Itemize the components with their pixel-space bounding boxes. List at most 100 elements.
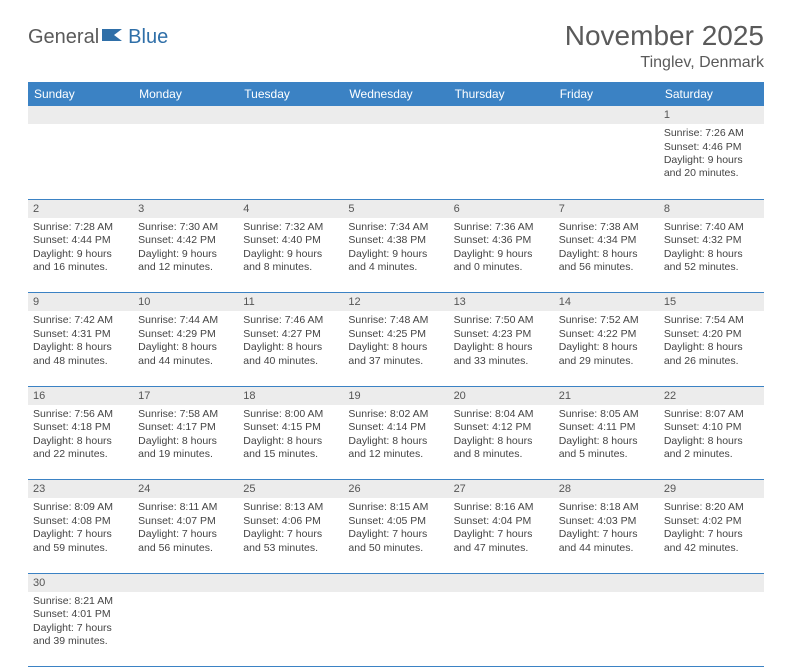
day-cell: Sunrise: 8:02 AMSunset: 4:14 PMDaylight:…	[343, 405, 448, 480]
day-cell	[28, 124, 133, 199]
daylight-text: Daylight: 8 hours and 15 minutes.	[243, 435, 338, 462]
day-number: 27	[449, 480, 554, 499]
sunset-text: Sunset: 4:14 PM	[348, 421, 443, 434]
daylight-text: Daylight: 8 hours and 52 minutes.	[664, 248, 759, 275]
sunrise-text: Sunrise: 8:04 AM	[454, 408, 549, 421]
daylight-text: Daylight: 8 hours and 22 minutes.	[33, 435, 128, 462]
day-cell: Sunrise: 8:13 AMSunset: 4:06 PMDaylight:…	[238, 498, 343, 573]
sunrise-text: Sunrise: 7:58 AM	[138, 408, 233, 421]
sunrise-text: Sunrise: 7:50 AM	[454, 314, 549, 327]
day-number	[238, 573, 343, 592]
daylight-text: Daylight: 8 hours and 56 minutes.	[559, 248, 654, 275]
day-number: 6	[449, 199, 554, 218]
sunrise-text: Sunrise: 8:16 AM	[454, 501, 549, 514]
week-row: Sunrise: 7:56 AMSunset: 4:18 PMDaylight:…	[28, 405, 764, 480]
week-row: Sunrise: 7:26 AMSunset: 4:46 PMDaylight:…	[28, 124, 764, 199]
daylight-text: Daylight: 7 hours and 47 minutes.	[454, 528, 549, 555]
day-number: 21	[554, 386, 659, 405]
day-cell: Sunrise: 7:44 AMSunset: 4:29 PMDaylight:…	[133, 311, 238, 386]
sunrise-text: Sunrise: 8:00 AM	[243, 408, 338, 421]
day-number: 3	[133, 199, 238, 218]
day-cell	[238, 592, 343, 667]
daylight-text: Daylight: 9 hours and 0 minutes.	[454, 248, 549, 275]
sunset-text: Sunset: 4:08 PM	[33, 515, 128, 528]
day-cell: Sunrise: 7:58 AMSunset: 4:17 PMDaylight:…	[133, 405, 238, 480]
sunset-text: Sunset: 4:03 PM	[559, 515, 654, 528]
day-number: 17	[133, 386, 238, 405]
sunset-text: Sunset: 4:02 PM	[664, 515, 759, 528]
day-cell	[659, 592, 764, 667]
day-number-row: 2345678	[28, 199, 764, 218]
day-cell: Sunrise: 7:46 AMSunset: 4:27 PMDaylight:…	[238, 311, 343, 386]
sunset-text: Sunset: 4:11 PM	[559, 421, 654, 434]
day-number	[554, 106, 659, 124]
day-number	[133, 573, 238, 592]
daylight-text: Daylight: 8 hours and 40 minutes.	[243, 341, 338, 368]
day-header: Tuesday	[238, 82, 343, 106]
daylight-text: Daylight: 8 hours and 26 minutes.	[664, 341, 759, 368]
day-number: 7	[554, 199, 659, 218]
sunrise-text: Sunrise: 7:40 AM	[664, 221, 759, 234]
sunrise-text: Sunrise: 7:54 AM	[664, 314, 759, 327]
sunset-text: Sunset: 4:38 PM	[348, 234, 443, 247]
sunset-text: Sunset: 4:44 PM	[33, 234, 128, 247]
day-number: 13	[449, 293, 554, 312]
day-cell	[343, 124, 448, 199]
daylight-text: Daylight: 8 hours and 29 minutes.	[559, 341, 654, 368]
sunset-text: Sunset: 4:15 PM	[243, 421, 338, 434]
daylight-text: Daylight: 8 hours and 19 minutes.	[138, 435, 233, 462]
day-header-row: SundayMondayTuesdayWednesdayThursdayFrid…	[28, 82, 764, 106]
day-cell: Sunrise: 7:32 AMSunset: 4:40 PMDaylight:…	[238, 218, 343, 293]
sunset-text: Sunset: 4:06 PM	[243, 515, 338, 528]
sunset-text: Sunset: 4:31 PM	[33, 328, 128, 341]
day-cell: Sunrise: 7:38 AMSunset: 4:34 PMDaylight:…	[554, 218, 659, 293]
day-number	[28, 106, 133, 124]
day-cell: Sunrise: 8:16 AMSunset: 4:04 PMDaylight:…	[449, 498, 554, 573]
calendar-table: SundayMondayTuesdayWednesdayThursdayFrid…	[28, 82, 764, 667]
sunrise-text: Sunrise: 8:02 AM	[348, 408, 443, 421]
daylight-text: Daylight: 8 hours and 2 minutes.	[664, 435, 759, 462]
day-cell: Sunrise: 7:56 AMSunset: 4:18 PMDaylight:…	[28, 405, 133, 480]
sunset-text: Sunset: 4:04 PM	[454, 515, 549, 528]
day-number: 26	[343, 480, 448, 499]
sunset-text: Sunset: 4:10 PM	[664, 421, 759, 434]
flag-icon	[102, 27, 124, 48]
sunrise-text: Sunrise: 7:44 AM	[138, 314, 233, 327]
sunset-text: Sunset: 4:27 PM	[243, 328, 338, 341]
day-cell: Sunrise: 7:40 AMSunset: 4:32 PMDaylight:…	[659, 218, 764, 293]
sunrise-text: Sunrise: 8:20 AM	[664, 501, 759, 514]
day-header: Saturday	[659, 82, 764, 106]
day-number	[238, 106, 343, 124]
sunset-text: Sunset: 4:36 PM	[454, 234, 549, 247]
day-cell: Sunrise: 8:21 AMSunset: 4:01 PMDaylight:…	[28, 592, 133, 667]
day-cell: Sunrise: 7:34 AMSunset: 4:38 PMDaylight:…	[343, 218, 448, 293]
day-number: 23	[28, 480, 133, 499]
logo-text-blue: Blue	[128, 26, 168, 49]
month-title: November 2025	[565, 20, 764, 52]
sunset-text: Sunset: 4:46 PM	[664, 141, 759, 154]
daylight-text: Daylight: 7 hours and 42 minutes.	[664, 528, 759, 555]
title-block: November 2025 Tinglev, Denmark	[565, 20, 764, 72]
sunset-text: Sunset: 4:22 PM	[559, 328, 654, 341]
day-cell: Sunrise: 7:30 AMSunset: 4:42 PMDaylight:…	[133, 218, 238, 293]
sunset-text: Sunset: 4:01 PM	[33, 608, 128, 621]
day-number: 5	[343, 199, 448, 218]
daylight-text: Daylight: 8 hours and 48 minutes.	[33, 341, 128, 368]
day-number-row: 9101112131415	[28, 293, 764, 312]
day-cell: Sunrise: 8:00 AMSunset: 4:15 PMDaylight:…	[238, 405, 343, 480]
sunrise-text: Sunrise: 7:30 AM	[138, 221, 233, 234]
day-header: Friday	[554, 82, 659, 106]
day-cell: Sunrise: 7:42 AMSunset: 4:31 PMDaylight:…	[28, 311, 133, 386]
day-header: Sunday	[28, 82, 133, 106]
sunset-text: Sunset: 4:20 PM	[664, 328, 759, 341]
day-number: 20	[449, 386, 554, 405]
day-number-row: 30	[28, 573, 764, 592]
sunset-text: Sunset: 4:07 PM	[138, 515, 233, 528]
sunset-text: Sunset: 4:18 PM	[33, 421, 128, 434]
sunrise-text: Sunrise: 8:07 AM	[664, 408, 759, 421]
day-cell: Sunrise: 7:52 AMSunset: 4:22 PMDaylight:…	[554, 311, 659, 386]
day-cell: Sunrise: 7:28 AMSunset: 4:44 PMDaylight:…	[28, 218, 133, 293]
day-number	[449, 573, 554, 592]
sunrise-text: Sunrise: 7:28 AM	[33, 221, 128, 234]
day-number: 25	[238, 480, 343, 499]
